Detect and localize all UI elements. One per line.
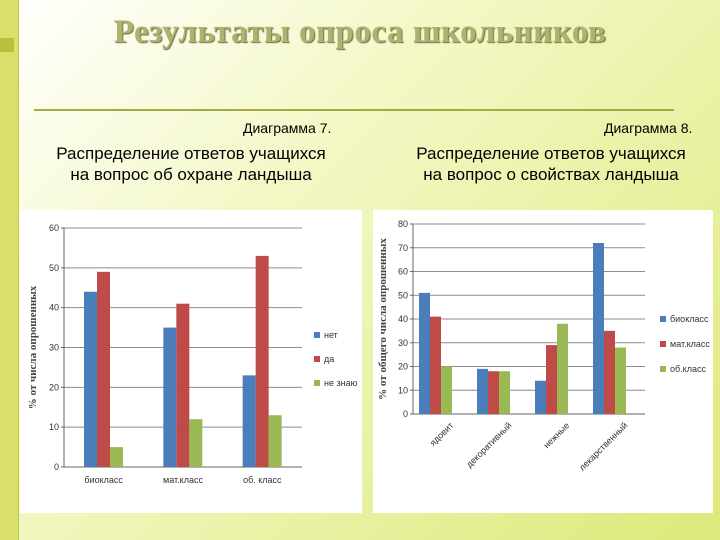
chart-1-bar <box>84 291 97 467</box>
chart-1-svg: 0 10 20 30 40 50 60 биокласс мат.класс об. класс%… <box>27 223 358 485</box>
chart-2-panel: 0 10 20 30 40 50 60 70 80 ядовит декоративный нежны… <box>373 210 713 513</box>
chart-2-category-label: декоративный <box>464 420 513 469</box>
chart-2-legend-swatch <box>660 341 666 347</box>
chart-1-bar <box>163 327 177 467</box>
chart-2-bar <box>604 330 615 414</box>
chart-2-category-label: лекарственный <box>577 420 629 472</box>
chart-1-bar <box>97 271 110 467</box>
chart-2-bar <box>477 368 488 414</box>
chart-2-bar <box>499 371 510 414</box>
chart-2-y-tick-label: 40 <box>398 314 408 324</box>
chart-1-y-tick-label: 0 <box>54 462 59 472</box>
chart-2-y-tick-label: 60 <box>398 267 408 277</box>
chart-2-y-tick-label: 30 <box>398 338 408 348</box>
page-title: Результаты опроса школьников <box>113 14 607 50</box>
side-strip <box>0 0 18 540</box>
chart-2-y-tick-label: 70 <box>398 243 408 253</box>
chart-2-y-tick-label: 10 <box>398 385 408 395</box>
chart-2-y-tick-label: 80 <box>398 219 408 229</box>
side-line <box>18 0 19 540</box>
chart-1-panel: 0 10 20 30 40 50 60 биокласс мат.класс об. класс%… <box>20 210 362 513</box>
chart-1-figure-label: Диаграмма 7. <box>243 120 332 136</box>
chart-1-bar <box>176 303 190 467</box>
chart-2-legend-label: мат.класс <box>670 339 710 349</box>
chart-1-legend-label: нет <box>324 330 338 340</box>
chart-2-y-tick-label: 50 <box>398 290 408 300</box>
chart-1-y-tick-label: 50 <box>49 263 59 273</box>
chart-2-legend-label: биокласс <box>670 314 709 324</box>
chart-1-y-tick-label: 20 <box>49 382 59 392</box>
chart-1-caption-line-2: на вопрос об охране ландыша <box>70 165 312 184</box>
chart-1-y-tick-label: 30 <box>49 343 59 353</box>
chart-2-bar <box>488 371 499 414</box>
chart-1-y-tick-label: 10 <box>49 422 59 432</box>
chart-1-category-label: мат.класс <box>163 475 203 485</box>
chart-2-caption-line-2: на вопрос о свойствах ландыша <box>423 165 679 184</box>
chart-1-category-label: об. класс <box>243 475 282 485</box>
chart-2-legend-swatch <box>660 366 666 372</box>
chart-1-y-tick-label: 60 <box>49 223 59 233</box>
chart-1-legend-label: не знаю <box>324 378 358 388</box>
chart-2-figure-label: Диаграмма 8. <box>604 120 693 136</box>
chart-1-legend-swatch <box>314 356 320 362</box>
title-divider <box>34 109 674 111</box>
chart-2-bar <box>535 380 546 414</box>
chart-1-bar <box>110 447 123 467</box>
chart-2-svg: 0 10 20 30 40 50 60 70 80 ядовит декоративный нежны… <box>377 219 710 473</box>
chart-2-bar <box>593 243 604 414</box>
chart-2-legend-label: об.класс <box>670 364 706 374</box>
chart-1-legend-swatch <box>314 332 320 338</box>
chart-1-y-axis-label: % от числа опрошенных <box>27 285 39 409</box>
chart-2-category-label: нежные <box>541 420 571 450</box>
chart-2-bar <box>546 345 557 414</box>
chart-1-caption-line-1: Распределение ответов учащихся <box>56 144 326 163</box>
chart-2-bar <box>615 347 626 414</box>
chart-2-y-tick-label: 0 <box>403 409 408 419</box>
chart-1-legend-label: да <box>324 354 334 364</box>
chart-1-y-tick-label: 40 <box>49 303 59 313</box>
chart-2-bar <box>419 292 430 414</box>
chart-1-bar <box>268 415 282 467</box>
chart-2-bar <box>441 366 452 414</box>
chart-2-caption-line-1: Распределение ответов учащихся <box>416 144 686 163</box>
chart-2-bar <box>430 316 441 414</box>
chart-1-bar <box>189 419 203 467</box>
chart-1-caption: Распределение ответов учащихся на вопрос… <box>20 143 362 185</box>
chart-1-bar <box>242 375 256 467</box>
chart-1-legend-swatch <box>314 380 320 386</box>
chart-1-category-label: биокласс <box>84 475 123 485</box>
chart-2-legend-swatch <box>660 316 666 322</box>
side-square-bullet <box>0 38 14 52</box>
chart-1-bar <box>255 255 269 467</box>
chart-2-y-axis-label: % от общего числа опрошенных <box>377 238 389 400</box>
chart-2-bar <box>557 323 568 414</box>
chart-2-category-label: ядовит <box>428 420 456 448</box>
chart-2-y-tick-label: 20 <box>398 362 408 372</box>
chart-2-caption: Распределение ответов учащихся на вопрос… <box>380 143 720 185</box>
